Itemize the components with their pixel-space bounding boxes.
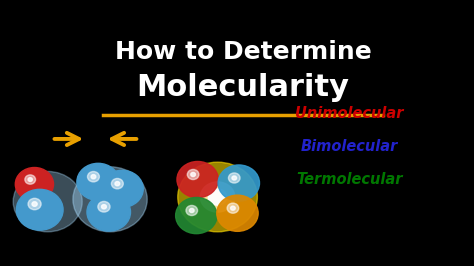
Circle shape bbox=[218, 165, 259, 201]
Circle shape bbox=[13, 172, 82, 232]
Circle shape bbox=[201, 182, 235, 212]
Circle shape bbox=[28, 198, 41, 210]
Circle shape bbox=[88, 172, 100, 182]
Circle shape bbox=[232, 176, 237, 180]
Circle shape bbox=[77, 163, 119, 201]
Text: Bimolecular: Bimolecular bbox=[301, 139, 398, 154]
Circle shape bbox=[15, 168, 54, 201]
Circle shape bbox=[101, 205, 106, 209]
Circle shape bbox=[115, 182, 120, 186]
Circle shape bbox=[217, 195, 258, 231]
Circle shape bbox=[17, 189, 63, 230]
Circle shape bbox=[176, 197, 217, 234]
Circle shape bbox=[227, 203, 239, 213]
Text: Molecularity: Molecularity bbox=[137, 73, 349, 102]
Circle shape bbox=[91, 174, 96, 179]
Text: How to Determine: How to Determine bbox=[115, 40, 371, 64]
Circle shape bbox=[178, 162, 257, 232]
Circle shape bbox=[32, 202, 37, 206]
Circle shape bbox=[73, 167, 147, 232]
Text: Unimolecular: Unimolecular bbox=[295, 106, 404, 121]
Circle shape bbox=[190, 209, 194, 213]
Circle shape bbox=[191, 172, 195, 177]
Circle shape bbox=[25, 175, 36, 184]
Text: Termolecular: Termolecular bbox=[296, 172, 403, 187]
Circle shape bbox=[177, 161, 219, 198]
Circle shape bbox=[28, 178, 32, 181]
Circle shape bbox=[98, 201, 110, 212]
Circle shape bbox=[208, 189, 227, 205]
Circle shape bbox=[230, 206, 235, 210]
Circle shape bbox=[111, 178, 123, 189]
Circle shape bbox=[228, 173, 240, 183]
Circle shape bbox=[87, 193, 130, 231]
Circle shape bbox=[186, 205, 198, 215]
Circle shape bbox=[101, 170, 143, 207]
Circle shape bbox=[187, 169, 199, 180]
